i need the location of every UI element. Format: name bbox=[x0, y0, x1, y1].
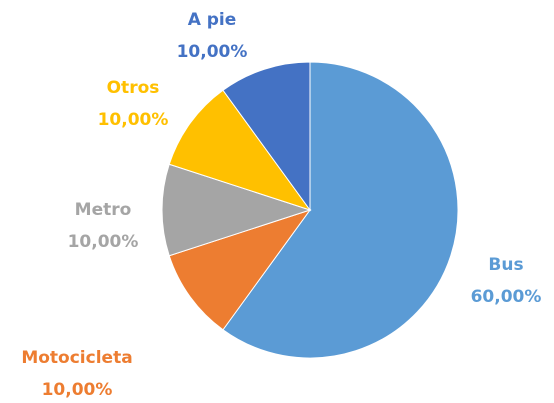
pie-slice bbox=[168, 89, 312, 211]
pie-slice bbox=[222, 61, 459, 359]
slice-label: Motocicleta bbox=[21, 348, 132, 368]
slice-label: Otros bbox=[107, 78, 160, 98]
slice-label: Metro bbox=[75, 200, 132, 220]
slice-label: A pie bbox=[188, 10, 237, 30]
pie-slice bbox=[168, 209, 312, 331]
pie-slice bbox=[161, 163, 312, 257]
slice-value-label: 10,00% bbox=[68, 232, 139, 252]
slice-value-label: 10,00% bbox=[98, 110, 169, 130]
slice-value-label: 10,00% bbox=[177, 42, 248, 62]
slice-value-label: 60,00% bbox=[471, 287, 542, 307]
pie-slice bbox=[222, 61, 311, 212]
slice-label: Bus bbox=[488, 255, 523, 275]
slice-value-label: 10,00% bbox=[42, 380, 113, 400]
